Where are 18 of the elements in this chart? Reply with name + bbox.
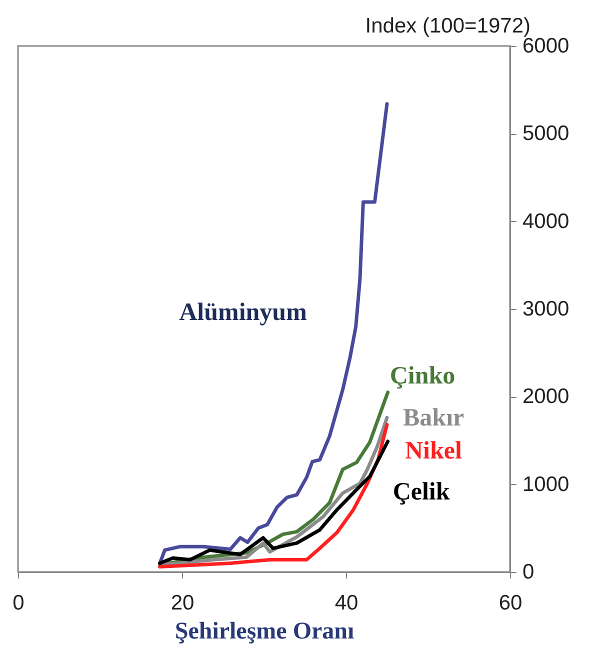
y-axis-title: Index (100=1972) [365,14,530,38]
series-label: Alüminyum [179,298,308,326]
x-tick-label: 40 [334,592,358,614]
y-tick-label: 3000 [522,298,570,320]
y-tick-label: 5000 [522,122,570,146]
line-series [158,102,389,565]
y-tick-label: 4000 [522,210,570,233]
x-tick-label: 20 [170,592,194,614]
series-label: Nikel [405,438,462,465]
series-label: Çinko [390,362,456,390]
series-label: Bakır [403,404,464,432]
y-tick-label: 2000 [522,385,570,408]
series-label: Çelik [392,478,450,506]
y-tick-label: 1000 [522,472,570,496]
x-tick-label: 0 [12,592,24,614]
x-tick-label: 60 [498,592,522,614]
x-axis-title: Şehirleşme Oranı [174,618,354,644]
y-tick-label: 0 [522,560,534,584]
